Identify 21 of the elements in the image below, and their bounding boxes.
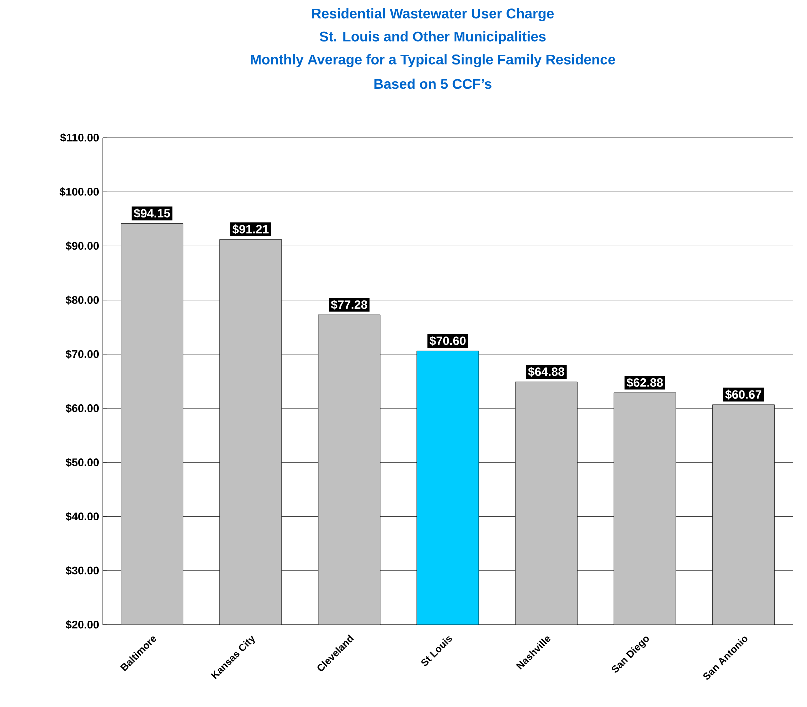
y-tick-label: $30.00 bbox=[66, 566, 100, 576]
y-tick-label: $70.00 bbox=[66, 350, 100, 359]
data-label: $94.15 bbox=[134, 208, 170, 219]
text: Monthly Average for a Typical Single Family Residence bbox=[251, 54, 616, 68]
y-tick-label: $20.00 bbox=[66, 620, 100, 630]
data-label: $91.21 bbox=[232, 224, 269, 234]
data-label: $62.88 bbox=[626, 378, 664, 388]
y-tick-label: $100.00 bbox=[60, 188, 100, 197]
y-tick-label: $80.00 bbox=[66, 296, 100, 305]
y-tick-label: $40.00 bbox=[66, 512, 100, 522]
data-label: $70.60 bbox=[430, 336, 466, 346]
data-label: $60.67 bbox=[726, 390, 762, 400]
chart-subtitle: St. Louis and Other Municipalities bbox=[320, 31, 546, 45]
data-label: $64.88 bbox=[528, 367, 565, 377]
y-tick-label: $50.00 bbox=[66, 458, 100, 468]
chart-title: Residential Wastewater User Charge bbox=[312, 8, 554, 22]
data-label: $77.28 bbox=[331, 300, 368, 310]
y-tick-label: $90.00 bbox=[66, 242, 100, 251]
text: Based on 5 CCF’s bbox=[374, 78, 492, 90]
y-tick-label: $60.00 bbox=[66, 404, 100, 414]
y-tick-label: $110.00 bbox=[60, 134, 100, 142]
